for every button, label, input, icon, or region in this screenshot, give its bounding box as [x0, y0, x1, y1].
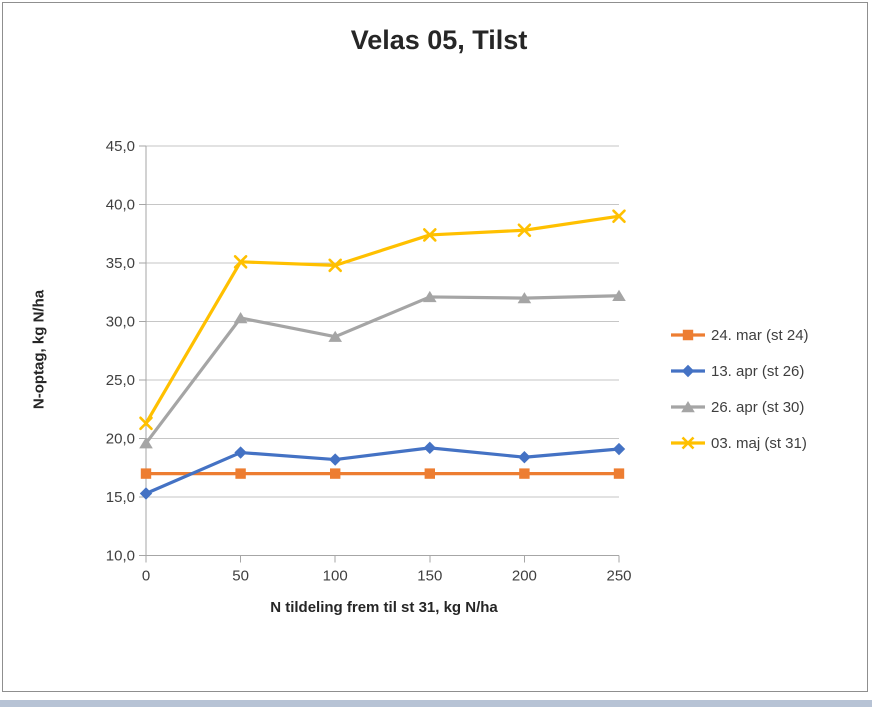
chart-object[interactable]: 10,0 15,0 20,0 25,0 30,0 35,0 40,0 45,0 0 50 100 15… [2, 2, 868, 692]
series-1-marker [139, 487, 153, 500]
y-tick-label: 25,0 [106, 372, 135, 389]
x-axis-title: N tildeling frem til st 31, kg N/ha [270, 599, 498, 616]
series-1-marker [423, 441, 436, 455]
legend-swatch-icon [671, 401, 705, 413]
series-line-1 [144, 446, 621, 496]
x-tick-label: 100 [323, 568, 348, 585]
legend-label: 26. apr (st 30) [711, 398, 805, 416]
series-0-marker [140, 468, 152, 479]
series-2-marker [423, 290, 437, 303]
series-0-marker [613, 468, 625, 479]
legend-item: 24. mar (st 24) [670, 317, 809, 353]
y-tick-label: 30,0 [106, 314, 135, 331]
series-2-marker [517, 292, 532, 304]
legend-label: 13. apr (st 26) [711, 362, 805, 380]
x-tick-label: 50 [232, 568, 249, 585]
series-line-2 [144, 294, 621, 445]
y-axis-title: N-optag, kg N/ha [30, 289, 48, 410]
series-0-marker [235, 468, 246, 479]
series-3-marker [328, 258, 342, 273]
y-tick-label: 40,0 [106, 197, 135, 214]
series-1-marker [518, 451, 531, 464]
x-tick-label: 250 [606, 568, 631, 585]
x-tick-label: 0 [142, 568, 150, 585]
y-tick-label: 20,0 [106, 431, 135, 448]
window-edge-bar [0, 700, 872, 707]
x-tick-label: 200 [512, 568, 537, 585]
legend-item: 13. apr (st 26) [670, 353, 809, 389]
series-2-marker [328, 330, 342, 342]
series-3-marker [139, 416, 153, 431]
series-line-3 [144, 214, 621, 425]
series-0-marker [519, 468, 530, 479]
y-tick-label: 45,0 [106, 138, 135, 155]
legend-label: 03. maj (st 31) [711, 434, 807, 452]
legend-label: 24. mar (st 24) [711, 326, 809, 344]
series-1-marker [612, 442, 626, 456]
y-tick-label: 10,0 [106, 548, 135, 565]
series-1-marker [234, 446, 247, 459]
legend-item: 26. apr (st 30) [670, 389, 809, 425]
series-1-marker [329, 453, 342, 466]
series-3-marker [233, 255, 248, 269]
legend-item: 03. maj (st 31) [670, 425, 809, 461]
chart-title: Velas 05, Tilst [350, 25, 528, 55]
series-2-marker [139, 437, 153, 449]
legend-swatch-icon [671, 436, 705, 450]
series-3-marker [612, 209, 626, 223]
y-tick-label: 15,0 [106, 489, 135, 506]
legend-swatch-icon [671, 364, 705, 378]
series-3-marker [423, 228, 437, 242]
plot-area: 10,0 15,0 20,0 25,0 30,0 35,0 40,0 45,0 0 50 100 15… [106, 138, 632, 585]
x-tick-label: 150 [417, 568, 442, 585]
series-2-marker [233, 311, 248, 324]
series-0-marker [330, 468, 341, 479]
y-tick-label: 35,0 [106, 255, 135, 272]
legend: 24. mar (st 24) 13. apr (st 26) 26. apr (s… [670, 317, 809, 461]
series-2-marker [612, 289, 626, 301]
series-0-marker [424, 468, 435, 479]
series-3-marker [517, 223, 532, 238]
legend-swatch-icon [671, 329, 705, 341]
